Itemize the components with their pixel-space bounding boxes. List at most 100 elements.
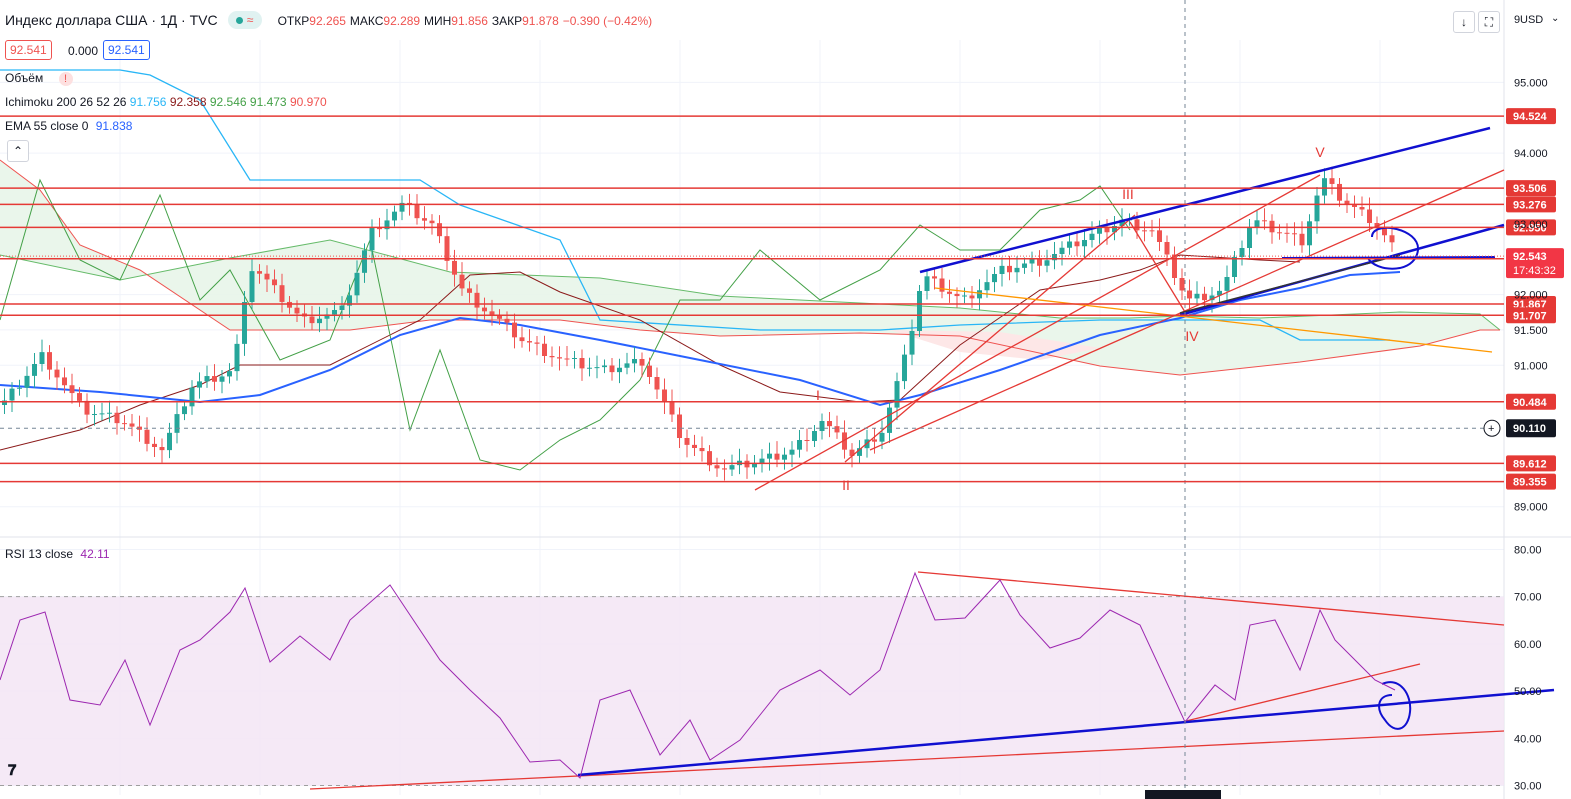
candle-body xyxy=(1014,267,1020,273)
candle-body xyxy=(1329,178,1335,184)
candle-body xyxy=(332,310,337,315)
candle-body xyxy=(579,358,585,369)
warning-icon[interactable]: ! xyxy=(58,72,73,86)
candle-body xyxy=(227,371,232,377)
ichimoku-legend[interactable]: Ichimoku 200 26 52 26 91.756 92.358 92.5… xyxy=(5,95,327,109)
candle-body xyxy=(17,387,22,389)
candle-body xyxy=(759,458,765,463)
candle-body xyxy=(947,291,952,294)
candle-body xyxy=(1292,233,1297,235)
ema-line xyxy=(0,271,1401,407)
candle-body xyxy=(1142,230,1147,232)
candle-body xyxy=(714,465,720,469)
candle-body xyxy=(1082,240,1087,247)
candle-body xyxy=(54,369,60,378)
ichimoku-value: 92.358 xyxy=(169,95,207,109)
candle-body xyxy=(729,465,735,470)
candles xyxy=(2,166,1395,481)
currency-selector[interactable]: USD xyxy=(1520,14,1544,26)
candle-body xyxy=(512,322,517,338)
candle-body xyxy=(1284,232,1290,234)
collapse-legend-button[interactable]: ⌃ xyxy=(7,140,29,162)
rsi-axis: 80.00 70.00 60.00 50.00 40.00 30.00 xyxy=(1514,544,1542,792)
candle-body xyxy=(429,220,435,224)
rsi-legend[interactable]: RSI 13 close 42.11 xyxy=(5,547,110,561)
candle-body xyxy=(789,449,795,455)
wave-label: IV xyxy=(1185,328,1199,344)
tradingview-logo-icon[interactable]: 𝟕 xyxy=(8,762,17,779)
candle-body xyxy=(444,236,450,261)
current-price-label-bg xyxy=(1506,248,1564,279)
download-button[interactable]: ↓ xyxy=(1453,11,1475,33)
candle-body xyxy=(1052,254,1057,261)
price-axis-tick: 95.000 xyxy=(1514,77,1548,89)
candle-body xyxy=(249,271,255,302)
candle-body xyxy=(1157,230,1162,242)
candle-body xyxy=(924,276,930,291)
level-label-bg xyxy=(1506,180,1556,197)
candle-body xyxy=(549,356,555,358)
ema-legend[interactable]: EMA 55 close 0 91.838 xyxy=(5,119,132,133)
market-status-badge[interactable]: ≈ xyxy=(227,11,262,29)
rsi-band xyxy=(0,596,1504,786)
candle-body xyxy=(1322,178,1327,196)
candle-body xyxy=(624,363,630,368)
candle-body xyxy=(2,400,7,405)
candle-body xyxy=(77,393,82,401)
candle-body xyxy=(962,295,967,297)
candle-body xyxy=(842,432,847,450)
candle-body xyxy=(422,218,427,221)
candle-body xyxy=(1187,290,1192,299)
candle-body xyxy=(1172,254,1177,278)
arrow-down-icon: ↓ xyxy=(1461,15,1467,29)
candle-body xyxy=(519,337,525,342)
volume-legend[interactable]: Объём ! xyxy=(5,71,73,86)
ichimoku-cloud xyxy=(0,160,1500,375)
rsi-axis-tick: 80.00 xyxy=(1514,544,1542,556)
ema-label: EMA 55 close 0 xyxy=(5,119,89,133)
candle-body xyxy=(122,423,127,425)
candle-body xyxy=(219,376,225,382)
candle-body xyxy=(1149,230,1155,232)
ichimoku-value: 92.546 xyxy=(209,95,247,109)
candle-body xyxy=(467,288,472,293)
candle-body xyxy=(279,285,285,302)
candle-body xyxy=(234,343,240,372)
candle-body xyxy=(1037,259,1042,266)
trend-line xyxy=(869,169,1505,451)
trend-line-blue xyxy=(1281,256,1496,259)
candle-body xyxy=(1112,226,1117,233)
buy-price-button[interactable]: 92.541 xyxy=(103,40,150,60)
candle-body xyxy=(977,290,982,299)
candle-body xyxy=(69,385,75,394)
wave-label: I xyxy=(816,387,820,403)
close-label: ЗАКР xyxy=(491,14,523,28)
candle-body xyxy=(294,307,300,314)
candle-body xyxy=(414,204,420,219)
candle-body xyxy=(917,291,922,331)
annotation-circle xyxy=(1367,226,1420,270)
candle-body xyxy=(384,220,390,230)
candle-body xyxy=(99,413,105,415)
candle-body xyxy=(1389,235,1395,243)
candle-body xyxy=(812,431,817,441)
candle-body xyxy=(354,272,360,296)
low-value: 91.856 xyxy=(451,14,488,28)
plus-icon: + xyxy=(1488,423,1494,435)
candle-body xyxy=(129,423,135,427)
volume-label: Объём xyxy=(5,71,44,85)
candle-body xyxy=(159,447,165,451)
sell-price-button[interactable]: 92.541 xyxy=(5,40,52,60)
candle-body xyxy=(992,274,997,283)
level-label-bg xyxy=(1506,473,1556,490)
candle-body xyxy=(174,414,180,433)
fullscreen-button[interactable]: ⛶ xyxy=(1478,11,1500,33)
candle-body xyxy=(152,443,157,447)
symbol-title[interactable]: Индекс доллара США · 1Д · TVC xyxy=(5,12,218,28)
candle-body xyxy=(647,365,652,377)
candle-body xyxy=(167,432,172,451)
candle-body xyxy=(62,377,67,386)
delayed-data-icon: ≈ xyxy=(246,13,254,27)
candle-body xyxy=(204,376,210,382)
